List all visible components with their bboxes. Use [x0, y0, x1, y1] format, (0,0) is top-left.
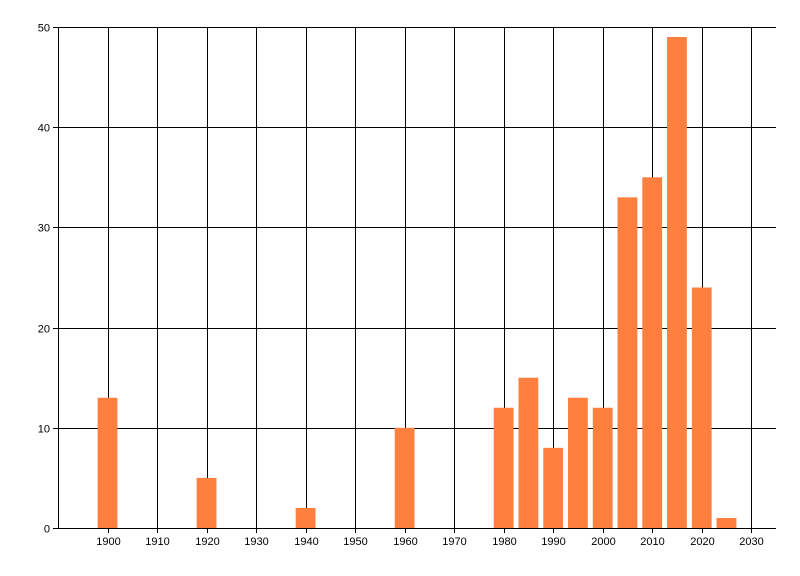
x-tick-label: 1930 [244, 536, 268, 548]
y-tick-label: 40 [38, 123, 50, 135]
x-tick-label: 1960 [393, 536, 417, 548]
axes [53, 27, 776, 533]
bar-2010 [642, 177, 663, 529]
x-tick-label: 1920 [195, 536, 219, 548]
x-tick-label: 2030 [739, 536, 763, 548]
y-tick-label: 30 [38, 223, 50, 235]
x-tick-label: 1980 [492, 536, 516, 548]
bar-1985 [518, 377, 539, 528]
x-tick-label: 1950 [343, 536, 367, 548]
bar-2000 [592, 407, 613, 528]
bar-1990 [543, 447, 564, 528]
x-tick-label: 1970 [442, 536, 466, 548]
bar-2005 [617, 197, 638, 528]
bar-1940 [295, 507, 316, 528]
bar-1960 [394, 427, 415, 528]
bar-1900 [97, 397, 118, 528]
bar-2015 [667, 37, 687, 529]
bar-1980 [493, 407, 514, 528]
y-tick-label: 50 [38, 23, 50, 35]
x-tick-label: 2010 [640, 536, 664, 548]
x-tick-label: 1990 [541, 536, 565, 548]
y-tick-label: 0 [44, 524, 50, 536]
bars [97, 37, 737, 529]
bar-1920 [196, 477, 217, 528]
x-tick-label: 1900 [96, 536, 120, 548]
bar-2020 [691, 287, 712, 528]
y-tick-label: 10 [38, 424, 50, 436]
x-tick-label: 1940 [294, 536, 318, 548]
x-tick-label: 2000 [591, 536, 615, 548]
x-tick-label: 2020 [690, 536, 714, 548]
y-tick-label: 20 [38, 324, 50, 336]
bar-1995 [568, 397, 588, 528]
x-tick-label: 1910 [145, 536, 169, 548]
bar-2025 [716, 517, 737, 528]
